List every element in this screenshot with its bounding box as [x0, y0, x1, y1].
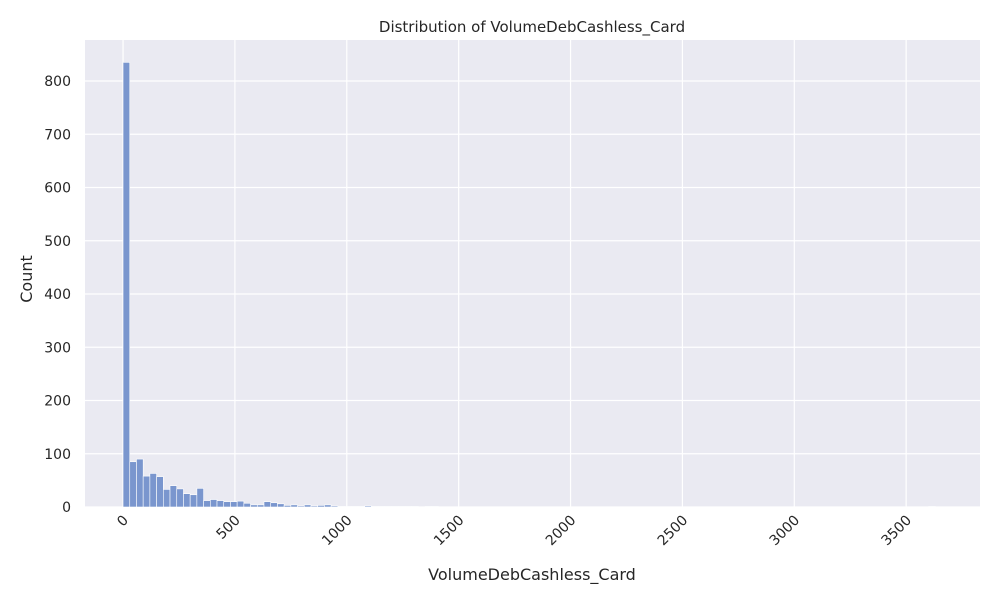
histogram-bar — [230, 501, 238, 508]
plot-area — [85, 40, 980, 507]
histogram-bar — [277, 503, 285, 508]
histogram-bar — [236, 500, 245, 508]
histogram-bar — [350, 506, 359, 508]
y-tick-labels: 0 100 200 300 400 500 600 700 800 — [44, 74, 71, 516]
y-axis-label: Count — [17, 255, 36, 303]
y-tick-label: 200 — [44, 394, 71, 410]
histogram-bar — [149, 473, 157, 508]
histogram-bar — [216, 500, 225, 508]
x-tick-labels: 0 500 1000 1500 2000 2500 3000 3500 — [114, 513, 915, 550]
grid-lines — [85, 40, 980, 508]
histogram-bar — [196, 488, 204, 508]
histogram-bars — [122, 62, 936, 508]
histogram-bar — [310, 505, 318, 508]
histogram-bar — [283, 505, 292, 508]
histogram-bar — [263, 501, 272, 508]
histogram-bar — [397, 506, 406, 508]
x-tick-label: 1500 — [431, 513, 468, 550]
y-tick-label: 600 — [44, 181, 71, 197]
histogram-bar — [431, 506, 439, 508]
histogram-bar — [384, 506, 392, 508]
histogram-bar — [337, 506, 345, 508]
histogram-bar — [210, 499, 218, 508]
histogram-bar — [324, 504, 332, 508]
histogram-bar — [122, 62, 131, 508]
histogram-bar — [243, 502, 251, 508]
y-tick-label: 800 — [44, 74, 71, 90]
y-tick-label: 700 — [44, 127, 71, 143]
histogram-bar — [270, 502, 278, 508]
histogram-bar — [256, 504, 265, 508]
histogram-bar — [424, 506, 433, 508]
histogram-bar — [303, 504, 312, 508]
chart-title: Distribution of VolumeDebCashless_Card — [379, 18, 685, 37]
histogram-bar — [156, 476, 164, 508]
histogram-bar — [928, 506, 936, 508]
x-tick-label: 0 — [114, 513, 132, 531]
y-tick-label: 300 — [44, 340, 71, 356]
histogram-bar — [297, 505, 305, 508]
x-tick-label: 3000 — [767, 513, 804, 550]
histogram-bar — [176, 488, 184, 508]
x-axis-label: VolumeDebCashless_Card — [428, 565, 636, 585]
y-tick-label: 0 — [62, 500, 71, 516]
histogram-bar — [163, 489, 171, 508]
histogram-bar — [142, 475, 151, 508]
histogram-bar — [223, 501, 231, 508]
y-tick-label: 100 — [44, 447, 71, 463]
x-tick-label: 3500 — [878, 513, 915, 550]
histogram-bar — [203, 500, 211, 508]
histogram-bar — [371, 506, 379, 508]
histogram-bar — [404, 506, 412, 508]
histogram-bar — [290, 504, 298, 508]
x-tick-label: 2500 — [655, 513, 692, 550]
x-tick-label: 500 — [214, 513, 244, 543]
histogram-bar — [377, 506, 386, 508]
histogram-bar — [129, 461, 137, 508]
histogram-bar — [136, 458, 144, 508]
x-tick-label: 1000 — [319, 513, 356, 550]
histogram-bar — [250, 504, 258, 508]
histogram-bar — [169, 485, 178, 508]
y-tick-label: 400 — [44, 287, 71, 303]
histogram-bar — [344, 506, 352, 508]
histogram-bar — [317, 505, 325, 508]
histogram-bar — [411, 506, 419, 508]
histogram-bar — [364, 505, 372, 508]
histogram-bar — [330, 505, 339, 508]
histogram-bar — [357, 506, 365, 508]
histogram-bar — [183, 493, 191, 508]
x-tick-label: 2000 — [543, 513, 580, 550]
y-tick-label: 500 — [44, 234, 71, 250]
histogram-bar — [189, 494, 198, 508]
histogram-bar — [391, 506, 399, 508]
